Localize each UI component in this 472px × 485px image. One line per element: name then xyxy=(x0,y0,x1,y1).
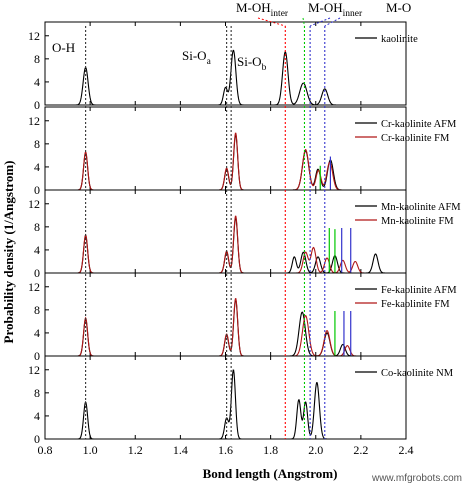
panel-frame xyxy=(44,21,407,106)
panel-frame xyxy=(44,189,407,274)
panel-1: 0 4 8 12 kaolinite xyxy=(28,21,418,112)
y-tick-label: 12 xyxy=(28,29,40,43)
y-tick-label: 12 xyxy=(28,363,40,377)
leader-line xyxy=(324,17,341,27)
y-tick-label: 4 xyxy=(34,409,40,423)
y-tick-label: 0 xyxy=(34,183,40,197)
x-tick-label: 1.0 xyxy=(83,443,98,457)
y-tick-label: 8 xyxy=(34,303,40,317)
x-axis-title: Bond length (Angstrom) xyxy=(203,466,338,481)
legend-label: Cr-kaolinite AFM xyxy=(381,119,457,130)
panel-4: 0 4 8 12 Fe-kaolinite AFM Fe-kaolinite FM xyxy=(28,272,457,363)
series-line xyxy=(45,215,406,274)
leader-line xyxy=(302,17,305,27)
annotation-oh: O-H xyxy=(52,40,75,55)
x-tick-label: 0.8 xyxy=(38,443,53,457)
leader-line xyxy=(257,17,286,27)
legend-label: Co-kaolinite NM xyxy=(381,368,454,379)
x-tick-label: 1.6 xyxy=(218,443,233,457)
y-tick-label: 4 xyxy=(34,243,40,257)
series-line xyxy=(45,134,406,191)
legend-label: Mn-kaolinite FM xyxy=(381,216,454,227)
y-tick-label: 0 xyxy=(34,266,40,280)
annotation-m-oh-inner: M-OHinner xyxy=(308,0,363,19)
annotation-si-ob: Si-Ob xyxy=(237,54,267,73)
y-tick-label: 0 xyxy=(34,98,40,112)
panel-5: 0 4 8 12 Co-kaolinite NM xyxy=(28,355,454,446)
series-line xyxy=(45,369,406,440)
x-tick-label: 2.4 xyxy=(399,443,414,457)
y-tick-label: 4 xyxy=(34,326,40,340)
panel-frame xyxy=(44,106,407,191)
series-line xyxy=(45,217,406,274)
y-tick-label: 8 xyxy=(34,52,40,66)
panel-frame xyxy=(44,272,407,357)
legend-label: kaolinite xyxy=(381,34,418,45)
series-line xyxy=(45,299,406,357)
y-tick-label: 4 xyxy=(34,75,40,89)
y-tick-label: 8 xyxy=(34,137,40,151)
y-tick-label: 8 xyxy=(34,220,40,234)
annotation-m-oh-inter: M-OHinter xyxy=(236,0,289,19)
y-axis-title: Probability density (1/Angstrom) xyxy=(1,161,16,344)
series-line xyxy=(45,298,406,357)
y-tick-label: 8 xyxy=(34,386,40,400)
y-tick-label: 12 xyxy=(28,197,40,211)
legend-label: Mn-kaolinite AFM xyxy=(381,202,461,213)
x-axis-labels: 0.8 1.0 1.2 1.4 1.6 1.8 2.0 2.2 2.4 xyxy=(38,443,414,457)
watermark-text: www.mfgrobots.com xyxy=(371,473,462,484)
annotation-si-oa: Si-Oa xyxy=(182,48,212,67)
series-line xyxy=(45,132,406,191)
legend-label: Cr-kaolinite FM xyxy=(381,133,450,144)
x-tick-label: 1.2 xyxy=(128,443,143,457)
x-tick-label: 2.2 xyxy=(353,443,368,457)
leader-line xyxy=(309,17,331,27)
annotation-m-o: M-O xyxy=(386,0,411,15)
y-tick-label: 12 xyxy=(28,280,40,294)
panel-2: 0 4 8 12 Cr-kaolinite AFM Cr-kaolinite FM xyxy=(28,106,457,197)
y-tick-label: 4 xyxy=(34,160,40,174)
annotations-layer: O-H Si-Oa Si-Ob M-OHinter M-OHinner M-O xyxy=(52,0,411,73)
x-tick-label: 2.0 xyxy=(308,443,323,457)
panels-layer: 0 4 8 12 kaolinite 0 4 8 12 Cr-kaolinite AFM Cr-ka… xyxy=(28,21,461,457)
panel-frame xyxy=(44,355,407,440)
y-tick-label: 0 xyxy=(34,349,40,363)
legend-label: Fe-kaolinite AFM xyxy=(381,285,457,296)
y-tick-label: 12 xyxy=(28,114,40,128)
y-tick-label: 0 xyxy=(34,432,40,446)
legend-label: Fe-kaolinite FM xyxy=(381,299,450,310)
x-tick-label: 1.8 xyxy=(263,443,278,457)
reference-lines-layer xyxy=(85,17,341,439)
x-tick-label: 1.4 xyxy=(173,443,188,457)
series-line xyxy=(45,49,406,106)
panel-3: 0 4 8 12 Mn-kaolinite AFM Mn-kaolinite FM xyxy=(28,189,461,280)
